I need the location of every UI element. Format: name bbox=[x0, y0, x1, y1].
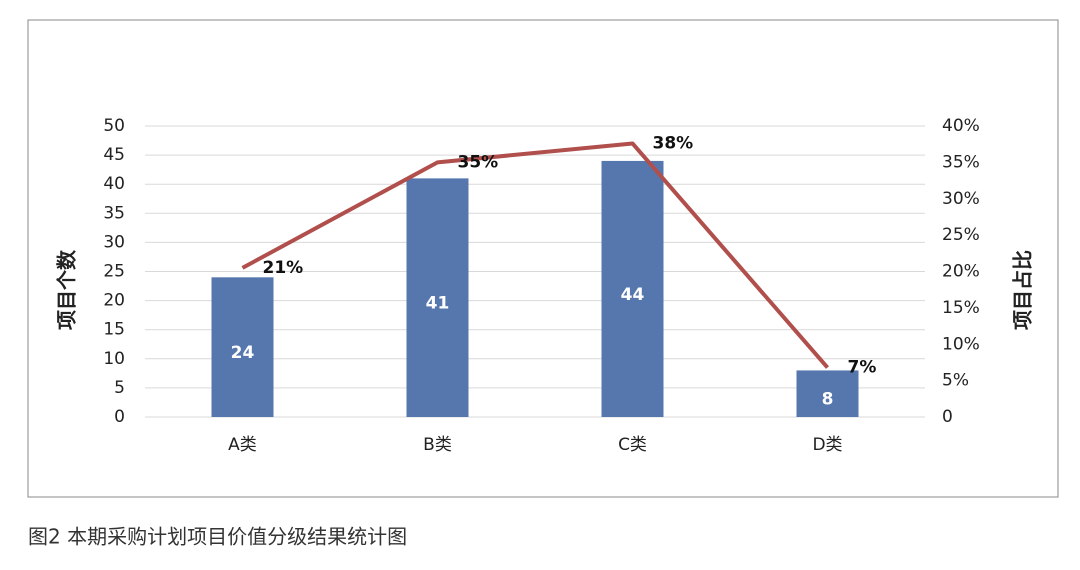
y-axis-title: 项目个数 bbox=[55, 249, 79, 330]
y2-tick-label: 5% bbox=[942, 371, 969, 391]
y-tick-label: 10 bbox=[103, 349, 125, 369]
y2-tick-label: 0 bbox=[942, 407, 953, 427]
bar bbox=[601, 160, 664, 418]
bar-value-label: 41 bbox=[426, 294, 450, 314]
line-value-label: 21% bbox=[263, 258, 304, 278]
y-tick-label: 0 bbox=[114, 407, 125, 427]
x-tick-label: A类 bbox=[228, 435, 257, 455]
bar-value-label: 24 bbox=[231, 343, 255, 363]
y2-tick-label: 35% bbox=[942, 152, 980, 172]
bar bbox=[211, 277, 274, 417]
line-value-label: 35% bbox=[458, 152, 499, 172]
y2-tick-label: 30% bbox=[942, 189, 980, 209]
y-tick-label: 20 bbox=[103, 291, 125, 311]
bar bbox=[406, 178, 469, 417]
y2-tick-label: 25% bbox=[942, 225, 980, 245]
chart-frame bbox=[27, 19, 1059, 498]
y-tick-label: 40 bbox=[103, 174, 125, 194]
line-value-label: 7% bbox=[848, 358, 877, 378]
bar-value-label: 44 bbox=[621, 285, 645, 305]
bar-value-label: 8 bbox=[822, 390, 834, 410]
y-tick-label: 25 bbox=[103, 262, 125, 282]
y-tick-label: 50 bbox=[103, 116, 125, 136]
line-value-label: 38% bbox=[653, 133, 694, 153]
x-tick-label: C类 bbox=[618, 435, 647, 455]
y-tick-label: 35 bbox=[103, 203, 125, 223]
y2-tick-label: 40% bbox=[942, 116, 980, 136]
y-tick-label: 30 bbox=[103, 232, 125, 252]
y2-tick-label: 10% bbox=[942, 334, 980, 354]
y2-tick-label: 15% bbox=[942, 298, 980, 318]
bar bbox=[796, 370, 859, 417]
y-tick-label: 45 bbox=[103, 145, 125, 165]
x-tick-label: B类 bbox=[423, 435, 452, 455]
y2-axis-title: 项目占比 bbox=[1011, 250, 1035, 330]
line bbox=[241, 141, 830, 369]
y2-tick-label: 20% bbox=[942, 262, 980, 282]
x-tick-label: D类 bbox=[812, 435, 842, 455]
caption: 图2 本期采购计划项目价值分级结果统计图 bbox=[28, 525, 407, 549]
y-tick-label: 5 bbox=[114, 378, 125, 398]
y-tick-label: 15 bbox=[103, 320, 125, 340]
